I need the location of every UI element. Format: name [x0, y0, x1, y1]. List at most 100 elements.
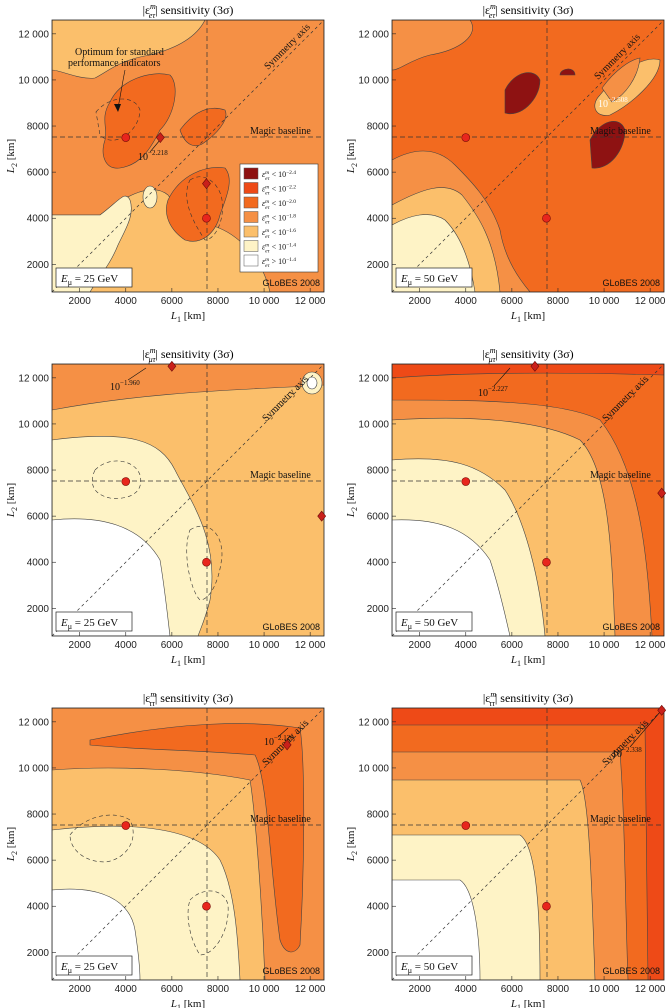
panel-3: [52, 364, 324, 636]
x-axis-label: L1 [km]: [510, 654, 545, 668]
optimum-value-label-2: 10−2.508: [598, 96, 628, 110]
legend-entry: εm eτ < 10−2.2: [262, 185, 296, 197]
y-axis-label: L2 [km]: [5, 483, 19, 518]
optimum-leader-6: [629, 711, 661, 748]
plot-frame: [51, 363, 325, 637]
optimum-diamond: [530, 360, 540, 372]
y-tick-label: 2000: [27, 948, 50, 959]
symmetry-axis-line: [392, 20, 664, 292]
y-tick-label: 8000: [27, 122, 50, 133]
legend-swatch: [243, 196, 259, 209]
energy-box: [55, 611, 133, 632]
legend-entry: εm eτ < 10−1.4: [262, 243, 296, 255]
optimum-value-label-6: 10−2.338: [612, 746, 642, 760]
legend-swatch: [243, 211, 259, 223]
region-white: [392, 519, 511, 636]
optimum-note-arrowhead: [114, 104, 121, 112]
baseline-point: [461, 477, 471, 486]
x-tick-label: 6000: [501, 984, 524, 995]
baseline-point: [121, 821, 131, 830]
x-tick-label: 6000: [161, 640, 184, 651]
energy-label: Eμ = 25 GeV: [60, 617, 118, 631]
x-tick-label: 6000: [161, 984, 184, 995]
y-tick-label: 12 000: [358, 373, 389, 384]
symmetry-axis-line: [52, 364, 324, 636]
legend-entry: εm eτ < 10−2.4: [262, 170, 296, 182]
x-tick-label: 4000: [455, 296, 478, 307]
y-tick-label: 6000: [367, 168, 390, 179]
region-ridge: [89, 723, 305, 953]
baseline-point: [202, 557, 211, 567]
y-tick-label: 10 000: [358, 75, 389, 86]
region-blob-a: [102, 73, 176, 169]
energy-box: [55, 267, 133, 288]
y-tick-label: 12 000: [18, 373, 49, 384]
x-tick-label: 4000: [115, 984, 138, 995]
globes-credit: GLoBES 2008: [262, 622, 320, 632]
region-blob-b: [179, 107, 227, 146]
optimum-value-label-5: 10−2.120: [264, 734, 294, 748]
optimum-value-label-4: 10−2.227: [478, 385, 508, 399]
x-tick-label: 10 000: [589, 984, 620, 995]
y-tick-label: 12 000: [358, 717, 389, 728]
y-tick-label: 10 000: [18, 75, 49, 86]
energy-label: Eμ = 25 GeV: [60, 273, 118, 287]
x-tick-label: 10 000: [249, 984, 280, 995]
x-tick-label: 10 000: [589, 296, 620, 307]
x-tick-label: 4000: [115, 640, 138, 651]
panel-2: [392, 20, 664, 292]
x-tick-label: 12 000: [295, 640, 326, 651]
baseline-point: [542, 901, 551, 911]
y-tick-label: 8000: [367, 810, 390, 821]
optimum-note-line-2: performance indicators: [68, 58, 161, 69]
x-tick-label: 8000: [547, 640, 570, 651]
optimum-diamond: [155, 132, 165, 144]
symmetry-axis-line: [392, 708, 664, 980]
y-axis-label: L2 [km]: [5, 827, 19, 862]
magic-baseline-label-4: Magic baseline: [590, 470, 651, 481]
x-tick-label: 6000: [501, 640, 524, 651]
x-tick-label: 12 000: [295, 984, 326, 995]
x-tick-label: 2000: [69, 984, 92, 995]
y-tick-label: 4000: [27, 558, 50, 569]
x-axis-label: L1 [km]: [170, 654, 205, 668]
y-tick-label: 8000: [367, 122, 390, 133]
baseline-point: [461, 133, 471, 142]
y-tick-label: 4000: [27, 902, 50, 913]
region-dark-b: [589, 121, 626, 169]
plot-frame: [391, 363, 665, 637]
legend-swatch: [243, 167, 259, 180]
y-tick-label: 2000: [367, 948, 390, 959]
globes-credit: GLoBES 2008: [602, 278, 660, 288]
y-axis-label: L2 [km]: [345, 827, 359, 862]
x-tick-label: 10 000: [589, 640, 620, 651]
x-tick-label: 12 000: [635, 296, 666, 307]
energy-box: [55, 955, 133, 976]
y-tick-label: 10 000: [358, 763, 389, 774]
energy-label: Eμ = 50 GeV: [400, 961, 458, 975]
legend-entry: εm eτ < 10−1.6: [262, 228, 296, 240]
x-tick-label: 2000: [69, 640, 92, 651]
magic-baseline-label-1: Magic baseline: [250, 126, 311, 137]
baseline-point: [121, 133, 131, 142]
magic-baseline-label-5: Magic baseline: [250, 814, 311, 825]
y-axis-label: L2 [km]: [5, 139, 19, 174]
region-topleft: [52, 20, 206, 79]
markers-layer: [121, 132, 667, 911]
optimum-value-label-1: 10−2.218: [138, 149, 168, 163]
baseline-point: [121, 477, 131, 486]
x-tick-label: 8000: [547, 296, 570, 307]
magic-baseline-label-2: Magic baseline: [590, 126, 651, 137]
energy-label: Eμ = 50 GeV: [400, 617, 458, 631]
y-tick-label: 4000: [367, 558, 390, 569]
y-tick-label: 2000: [367, 604, 390, 615]
symmetry-axis-line: [392, 364, 664, 636]
y-tick-label: 2000: [27, 604, 50, 615]
legend: εm eτ < 10−2.4 εm eτ < 10−2.2 εm eτ < 10−2.0 ε…: [239, 163, 319, 273]
legend-box: [239, 163, 319, 273]
x-tick-label: 8000: [547, 984, 570, 995]
optimum-diamond: [657, 704, 667, 716]
x-axis-label: L1 [km]: [170, 310, 205, 324]
x-tick-label: 2000: [409, 984, 432, 995]
optimum-diamond: [282, 739, 292, 751]
